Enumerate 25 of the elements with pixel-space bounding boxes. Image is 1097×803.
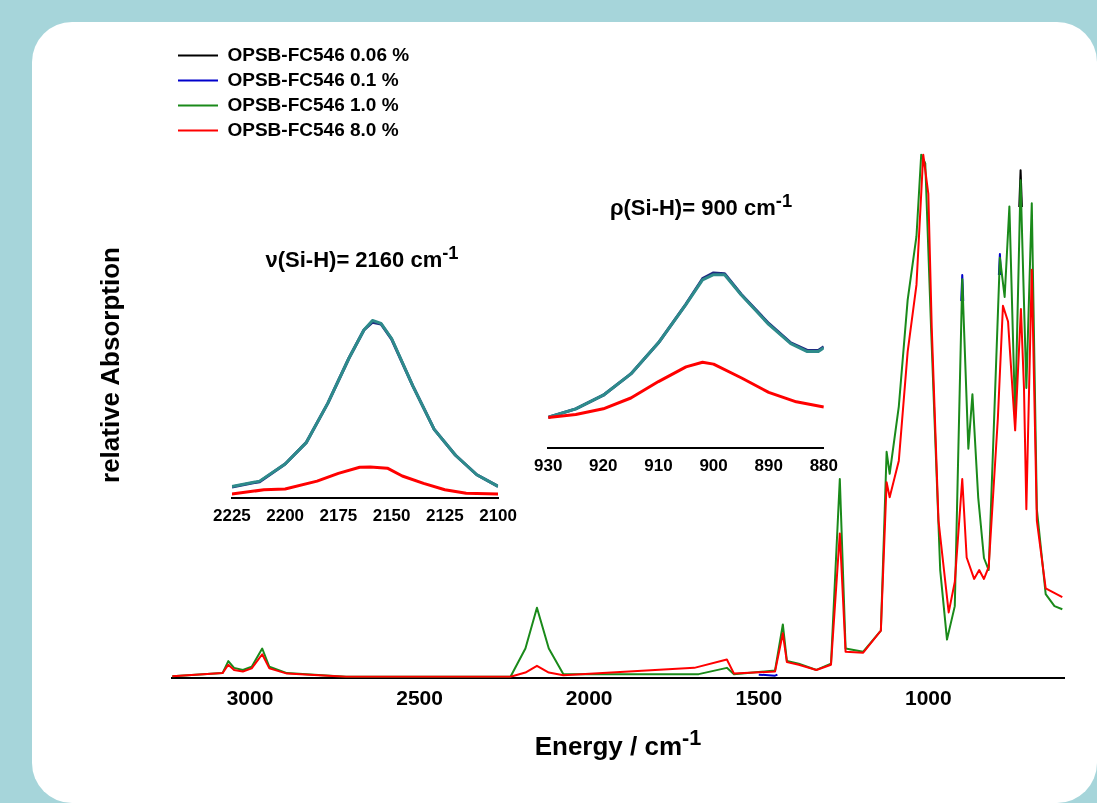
x-tick-label: 3000: [226, 686, 274, 710]
x-tick-label: 910: [644, 456, 673, 476]
x-tick-label: 1500: [735, 686, 783, 710]
legend-label: OPSB-FC546 0.1 %: [227, 68, 399, 90]
chart-title: ν(Si-H)= 2160 cm$^{-1}$: [265, 242, 459, 274]
x-tick-label: 2000: [565, 686, 613, 710]
legend-label: OPSB-FC546 8.0 %: [227, 118, 399, 140]
legend-label: OPSB-FC546 1.0 %: [227, 93, 399, 115]
x-axis-title: Energy / cm$^{-1}$: [534, 725, 702, 762]
x-tick-label: 880: [809, 456, 839, 476]
x-tick-label: 2200: [266, 506, 305, 526]
x-tick-label: 920: [589, 456, 618, 476]
x-tick-label: 2150: [372, 506, 411, 526]
x-tick-label: 930: [533, 456, 563, 476]
x-tick-label: 900: [699, 456, 728, 476]
legend-label: OPSB-FC546 0.06 %: [227, 43, 410, 65]
x-tick-label: 2500: [396, 686, 443, 710]
x-tick-label: 2225: [213, 506, 251, 526]
x-tick-label: 2125: [425, 506, 464, 526]
x-tick-label: 2175: [319, 506, 358, 526]
x-tick-label: 1000: [904, 686, 952, 710]
y-axis-title: relative Absorption: [94, 247, 126, 483]
x-tick-label: 2100: [479, 506, 517, 526]
chart-title: ρ(Si-H)= 900 cm$^{-1}$: [609, 190, 793, 222]
x-tick-label: 890: [754, 456, 783, 476]
